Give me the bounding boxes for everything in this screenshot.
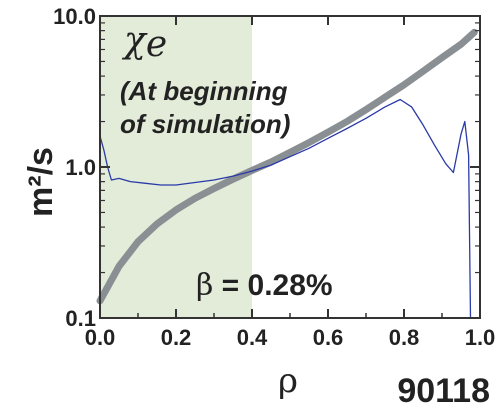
annotation-line2: of simulation) [120,109,290,139]
beta-value: = 0.28% [213,269,332,302]
chi-symbol: χ [121,20,148,61]
y-tick-label: 1.0 [65,155,96,180]
x-tick-label: 0.8 [389,325,420,350]
chi-subscript: e [146,24,167,65]
series-layer [96,28,478,319]
y-tick-label: 10.0 [53,4,96,29]
chi-annotation: χe [121,20,167,65]
y-axis-label: m²/s [22,147,60,217]
x-tick-label: 0.6 [313,325,344,350]
beta-label: β = 0.28% [196,268,333,303]
series-thick-line [96,28,478,305]
x-tick-label: 1.0 [465,325,496,350]
x-axis-label: ρ [278,361,298,401]
annotation-line1: (At beginning [120,76,288,106]
y-tick-label: 0.1 [65,306,96,331]
x-tick-label: 0.0 [85,325,116,350]
shaded-region [100,16,252,318]
x-tick-label: 0.2 [161,325,192,350]
shot-number: 90118 [397,372,490,410]
ticks-layer: 0.0 0.2 0.4 0.6 0.8 1.0 0.1 1.0 10.0 [53,4,495,350]
beta-symbol: β [196,268,213,303]
series-thin-line [99,98,472,319]
x-tick-label: 0.4 [237,325,268,350]
